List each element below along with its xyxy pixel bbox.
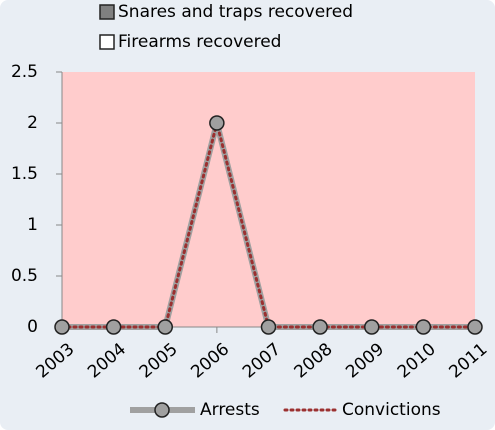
legend-swatch <box>99 34 115 50</box>
data-point <box>415 319 432 335</box>
legend-label: Snares and traps recovered <box>118 2 353 22</box>
data-point <box>157 319 173 335</box>
data-point <box>54 319 70 335</box>
y-tick-label: 0.5 <box>11 266 38 286</box>
legend-swatch <box>99 4 115 20</box>
y-tick-label: 0 <box>27 317 38 337</box>
data-point <box>260 319 277 335</box>
legend-label: Arrests <box>200 400 260 420</box>
y-tick-label: 1 <box>27 215 38 235</box>
data-point <box>105 319 122 335</box>
y-tick-label: 1.5 <box>11 164 38 184</box>
legend-label: Firearms recovered <box>118 32 281 52</box>
data-point <box>467 319 483 335</box>
legend-marker <box>154 402 170 418</box>
plot-area <box>62 72 475 327</box>
y-tick-label: 2 <box>27 113 38 133</box>
legend-label: Convictions <box>342 400 441 420</box>
data-point <box>209 115 225 131</box>
data-point <box>312 319 328 335</box>
data-point <box>364 319 380 335</box>
y-tick-label: 2.5 <box>11 62 38 82</box>
